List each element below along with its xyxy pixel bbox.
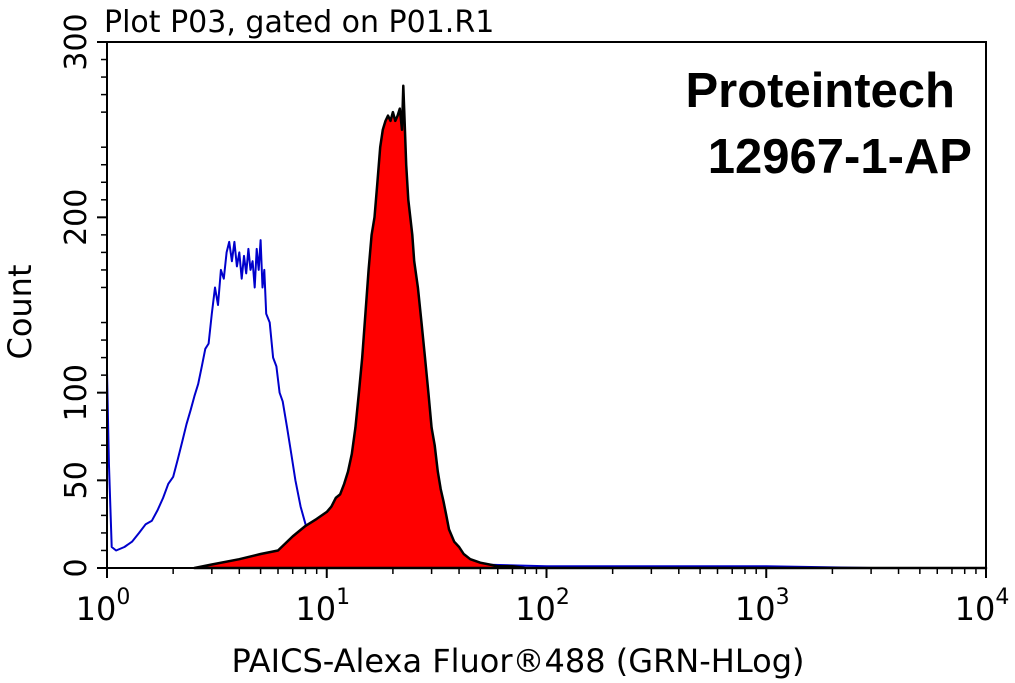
x-tick-label: 102 (515, 585, 570, 628)
plot-frame (106, 41, 987, 569)
annotation-brand: Proteintech (685, 64, 955, 118)
series-2-filled-histogram (193, 84, 988, 570)
x-axis-label: PAICS-Alexa Fluor®488 (GRN-HLog) (232, 642, 805, 680)
series-1-outline-histogram (106, 239, 986, 569)
series-layer (106, 84, 988, 570)
x-tick-label: 104 (955, 585, 1010, 628)
annotation-catalog-number: 12967-1-AP (708, 130, 972, 184)
ticks-layer: 100 101 102 103 104 0 50 100 200 300 (59, 13, 1009, 628)
y-tick-label: 300 (59, 13, 94, 70)
chart-title: Plot P03, gated on P01.R1 (104, 5, 494, 40)
x-tick-label: 101 (295, 585, 350, 628)
x-tick-label: 100 (76, 585, 131, 628)
y-tick-label: 200 (59, 189, 94, 246)
x-tick-label: 103 (735, 585, 790, 628)
y-tick-label: 50 (59, 461, 94, 499)
y-tick-label: 100 (59, 364, 94, 421)
y-tick-label: 0 (59, 558, 94, 577)
y-axis-label: Count (1, 264, 39, 359)
